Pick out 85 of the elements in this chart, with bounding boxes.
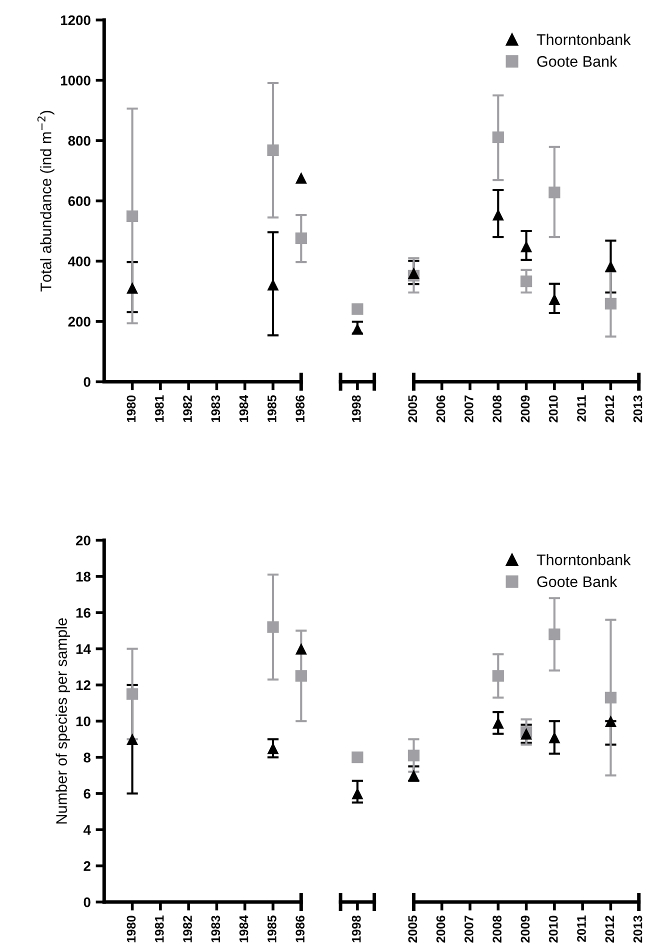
y-tick-label: 20 bbox=[76, 536, 90, 546]
y-tick-label: 800 bbox=[68, 136, 90, 146]
x-tick-label: 2006 bbox=[436, 395, 446, 422]
y-tick-label: 200 bbox=[68, 316, 90, 327]
x-tick-label: 2012 bbox=[605, 395, 614, 422]
x-tick-label: 2006 bbox=[436, 916, 446, 943]
point bbox=[492, 670, 504, 682]
legend-label: Goote Bank bbox=[537, 576, 618, 588]
point bbox=[408, 267, 420, 280]
y-axis-title: Total abundance (ind m$^{−2}$) bbox=[37, 110, 54, 292]
y-tick-label: 8 bbox=[84, 752, 91, 762]
x-tick-label: 1983 bbox=[211, 395, 220, 422]
point bbox=[267, 621, 279, 633]
x-tick-label: 2007 bbox=[464, 395, 474, 422]
point bbox=[548, 628, 560, 640]
y-tick-label: 2 bbox=[84, 861, 90, 871]
x-tick-label: 1981 bbox=[154, 395, 164, 422]
point bbox=[126, 282, 138, 294]
x-tick-label: 1983 bbox=[211, 916, 220, 942]
x-tick-label: 2012 bbox=[605, 916, 614, 943]
y-tick-label: 14 bbox=[76, 644, 91, 654]
point bbox=[604, 715, 617, 727]
point bbox=[295, 172, 307, 184]
point bbox=[352, 752, 364, 764]
y-tick-label: 1200 bbox=[60, 15, 90, 26]
point bbox=[267, 144, 279, 156]
point bbox=[408, 770, 420, 782]
point bbox=[126, 733, 138, 746]
x-tick-label: 1980 bbox=[126, 916, 136, 942]
y-tick-label: 0 bbox=[84, 377, 90, 387]
point bbox=[408, 750, 420, 762]
x-tick-label: 1985 bbox=[268, 395, 276, 422]
x-tick-label: 2009 bbox=[520, 395, 530, 422]
y-tick-label: 1000 bbox=[60, 76, 90, 86]
point bbox=[295, 232, 307, 244]
x-tick-label: 2009 bbox=[520, 916, 530, 943]
point bbox=[492, 131, 504, 144]
y-tick-label: 16 bbox=[76, 608, 90, 618]
x-tick-label: 1998 bbox=[352, 916, 361, 942]
x-tick-label: 2010 bbox=[548, 916, 558, 943]
x-tick-label: 1986 bbox=[296, 916, 305, 942]
legend-label: Goote Bank bbox=[537, 56, 618, 67]
point bbox=[548, 732, 560, 744]
x-tick-label: 2013 bbox=[633, 395, 642, 422]
x-tick-label: 1982 bbox=[183, 916, 192, 942]
y-tick-label: 6 bbox=[84, 788, 90, 799]
x-tick-label: 1982 bbox=[183, 395, 192, 422]
y-tick-label: 600 bbox=[68, 196, 90, 206]
point bbox=[126, 210, 138, 222]
x-tick-label: 1984 bbox=[239, 915, 248, 942]
x-tick-label: 1980 bbox=[126, 395, 136, 422]
x-tick-label: 1998 bbox=[352, 395, 361, 422]
x-tick-label: 2008 bbox=[492, 395, 502, 422]
x-tick-label: 1986 bbox=[296, 395, 305, 422]
y-axis-title: Number of species per sample bbox=[56, 618, 70, 824]
point bbox=[295, 642, 307, 655]
y-tick-label: 4 bbox=[83, 825, 91, 835]
x-tick-label: 2005 bbox=[408, 395, 418, 422]
y-tick-label: 10 bbox=[76, 716, 90, 726]
x-tick-label: 2011 bbox=[577, 395, 586, 422]
x-tick-label: 2013 bbox=[633, 916, 642, 943]
point bbox=[352, 303, 364, 315]
point bbox=[126, 688, 138, 700]
x-tick-label: 2011 bbox=[577, 916, 586, 942]
y-tick-label: 12 bbox=[76, 680, 90, 690]
legend-label: Thorntonbank bbox=[536, 34, 631, 45]
y-tick-label: 18 bbox=[76, 572, 91, 582]
legend-label: Thorntonbank bbox=[536, 554, 631, 566]
point bbox=[295, 670, 307, 682]
point bbox=[520, 276, 532, 288]
y-tick-label: 400 bbox=[68, 256, 90, 266]
x-tick-label: 1981 bbox=[154, 916, 164, 942]
x-tick-label: 1985 bbox=[268, 916, 276, 942]
x-tick-label: 2010 bbox=[548, 395, 558, 422]
x-tick-label: 2007 bbox=[464, 916, 474, 943]
point bbox=[548, 186, 560, 198]
y-tick-label: 0 bbox=[84, 897, 90, 908]
point bbox=[520, 240, 532, 252]
point bbox=[492, 208, 504, 221]
point bbox=[604, 692, 617, 704]
x-tick-label: 2008 bbox=[492, 916, 502, 943]
x-tick-label: 1984 bbox=[239, 395, 248, 422]
point bbox=[604, 298, 617, 310]
point bbox=[492, 717, 504, 729]
x-tick-label: 2005 bbox=[408, 916, 418, 943]
